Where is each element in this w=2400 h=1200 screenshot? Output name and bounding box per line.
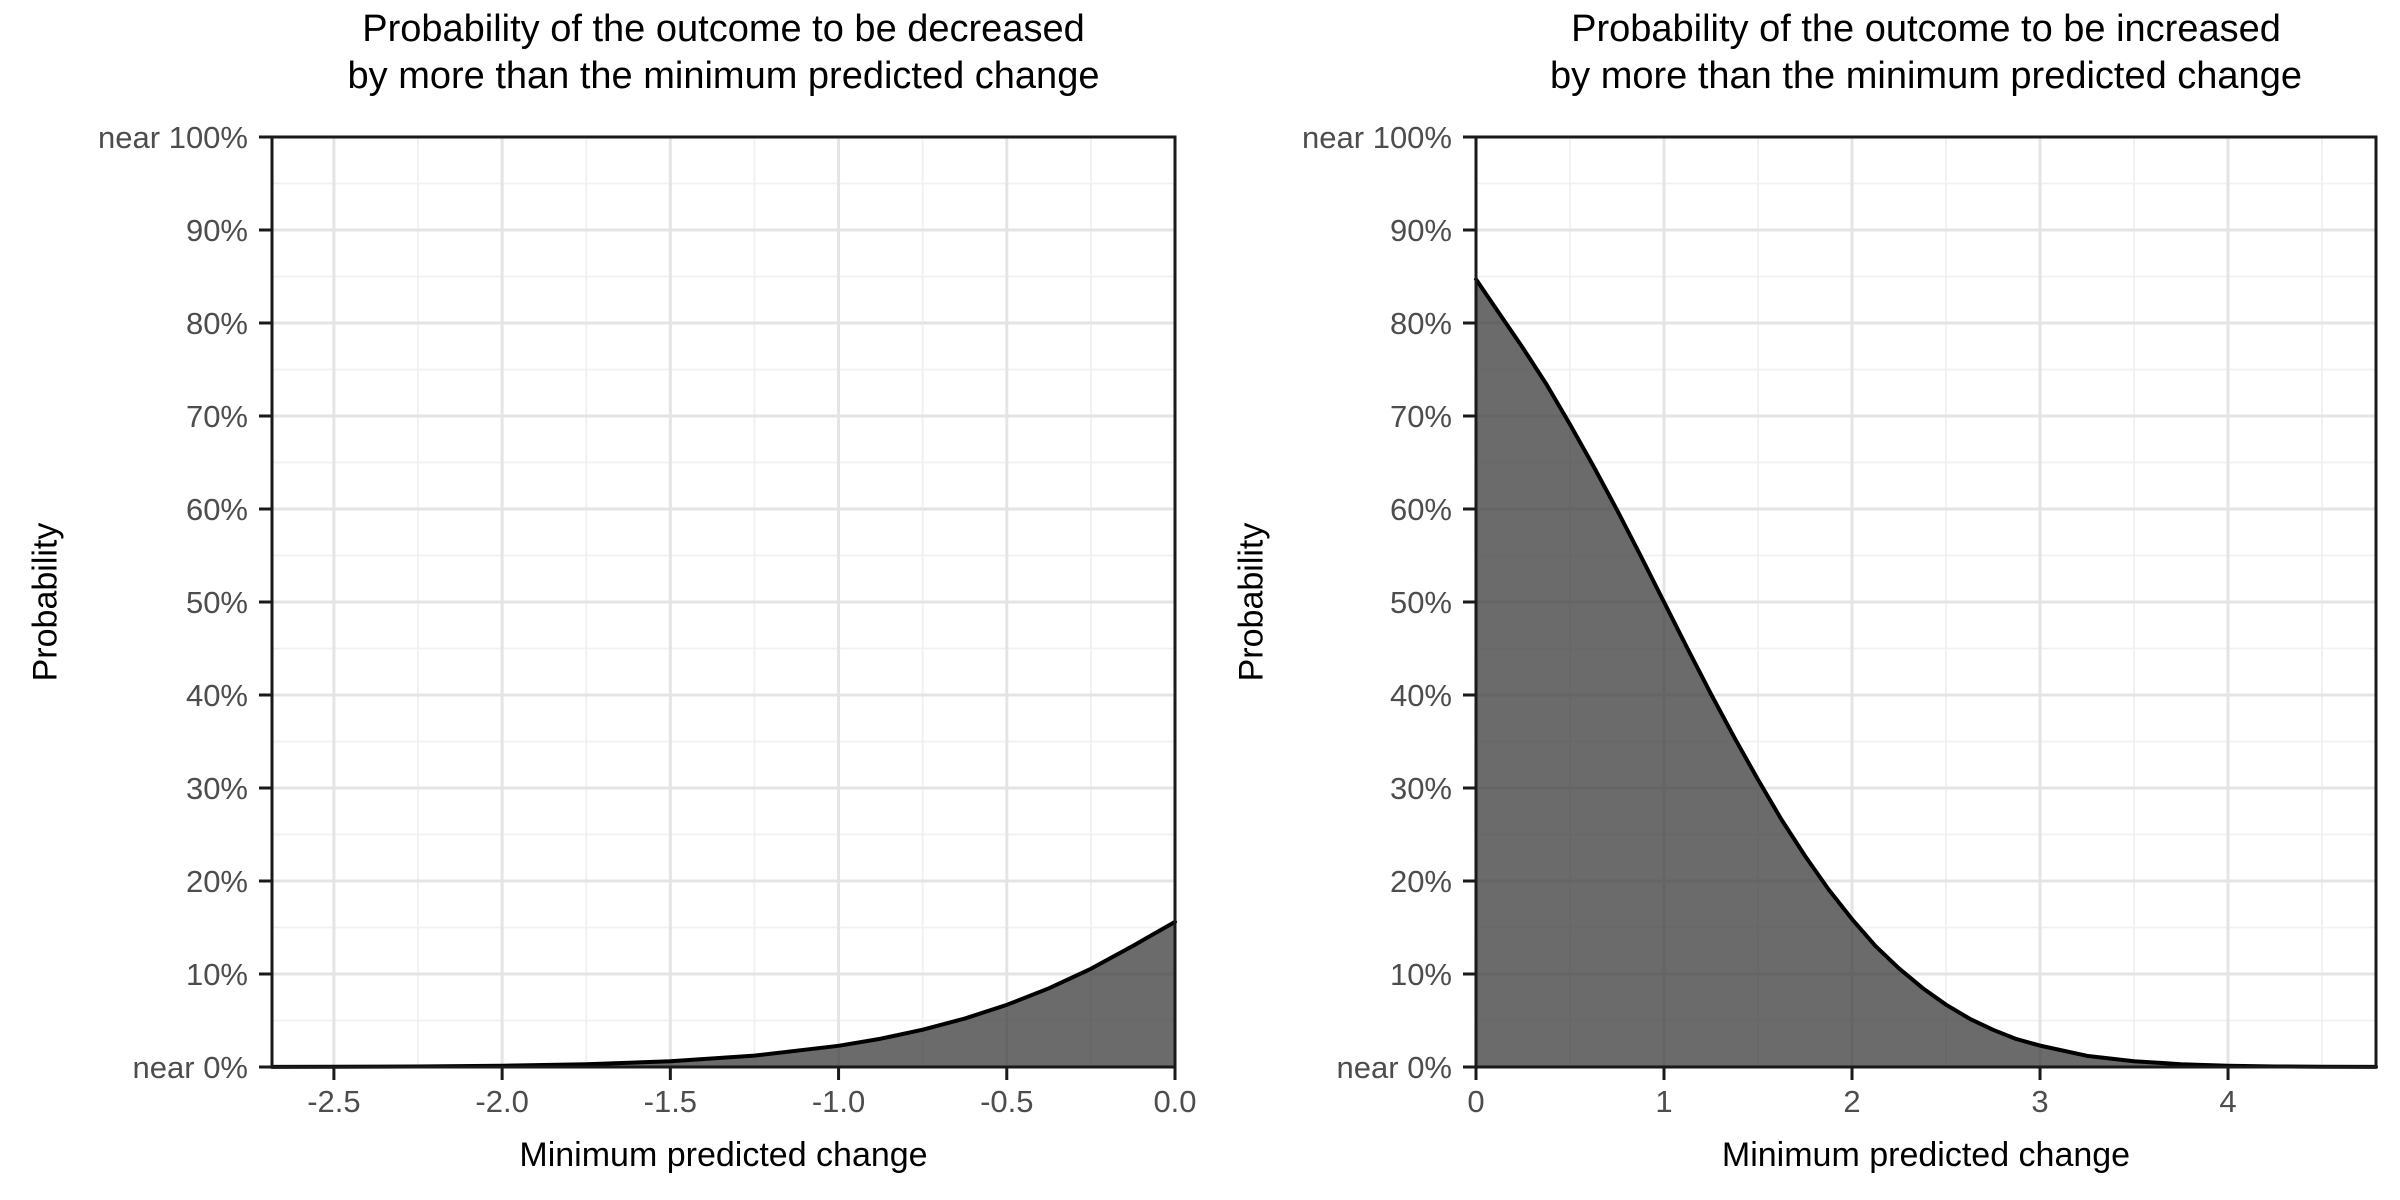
chart-panel-increased: near 0% 10% 20% 30% 40% 50% 60% 70% 80% 90% near 1… — [1302, 120, 2378, 1119]
probability-curve — [1474, 277, 2378, 1069]
y-tick-label: 70% — [186, 399, 248, 434]
y-tick-label: 20% — [186, 864, 248, 899]
plot-decreased: Probability of the outcome to be decreas… — [27, 6, 1197, 1174]
plot-title-increased: Probability of the outcome to be increas… — [1476, 6, 2376, 100]
y-tick-label: 90% — [186, 213, 248, 248]
probability-area-fill — [1476, 279, 2376, 1067]
y-tick-label: 50% — [1390, 585, 1452, 620]
y-tick-label: 40% — [186, 678, 248, 713]
x-axis-title: Minimum predicted change — [1721, 1136, 2131, 1174]
y-tick-label: 10% — [186, 957, 248, 992]
y-tick-label: 90% — [1390, 213, 1452, 248]
plot-title-decreased: Probability of the outcome to be decreas… — [272, 6, 1175, 100]
y-tick-label: near 100% — [98, 120, 248, 155]
x-tick-label: -2.0 — [475, 1084, 528, 1119]
y-tick-label: 20% — [1390, 864, 1452, 899]
plot-title-line1: Probability of the outcome to be increas… — [1571, 8, 2281, 50]
chart-panel-decreased: near 0% 10% 20% 30% 40% 50% 60% 70% 80% 90% near 1… — [98, 120, 1197, 1119]
x-tick-label: -0.5 — [980, 1084, 1033, 1119]
x-tick-label: -1.5 — [644, 1084, 697, 1119]
plot-title-line2: by more than the minimum predicted chang… — [347, 55, 1100, 97]
y-tick-label: 60% — [1390, 492, 1452, 527]
x-tick-label: 0.0 — [1153, 1084, 1196, 1119]
y-tick-label: near 0% — [133, 1050, 248, 1085]
x-tick-label: 1 — [1655, 1084, 1672, 1119]
y-tick-label: 10% — [1390, 957, 1452, 992]
x-tick-label: 4 — [2219, 1084, 2236, 1119]
plot-title-line1: Probability of the outcome to be decreas… — [362, 8, 1085, 50]
x-tick-label: 2 — [1843, 1084, 1860, 1119]
y-tick-label: 40% — [1390, 678, 1452, 713]
y-tick-label: near 100% — [1302, 120, 1452, 155]
plot-increased: Probability of the outcome to be increas… — [1200, 0, 2400, 1200]
x-tick-label: -1.0 — [812, 1084, 865, 1119]
y-tick-label: near 0% — [1337, 1050, 1452, 1085]
x-axis-title: Minimum predicted change — [519, 1136, 928, 1174]
y-tick-label: 70% — [1390, 399, 1452, 434]
y-tick-label: 80% — [1390, 306, 1452, 341]
y-tick-label: 50% — [186, 585, 248, 620]
x-tick-label: -2.5 — [307, 1084, 360, 1119]
y-tick-label: 60% — [186, 492, 248, 527]
x-tick-label: 3 — [2031, 1084, 2048, 1119]
plot-title-line2: by more than the minimum predicted chang… — [1550, 55, 2302, 97]
x-tick-label: 0 — [1467, 1084, 1484, 1119]
y-tick-label: 30% — [1390, 771, 1452, 806]
y-tick-label: 80% — [186, 306, 248, 341]
probability-area-fill — [272, 921, 1175, 1067]
y-tick-label: 30% — [186, 771, 248, 806]
